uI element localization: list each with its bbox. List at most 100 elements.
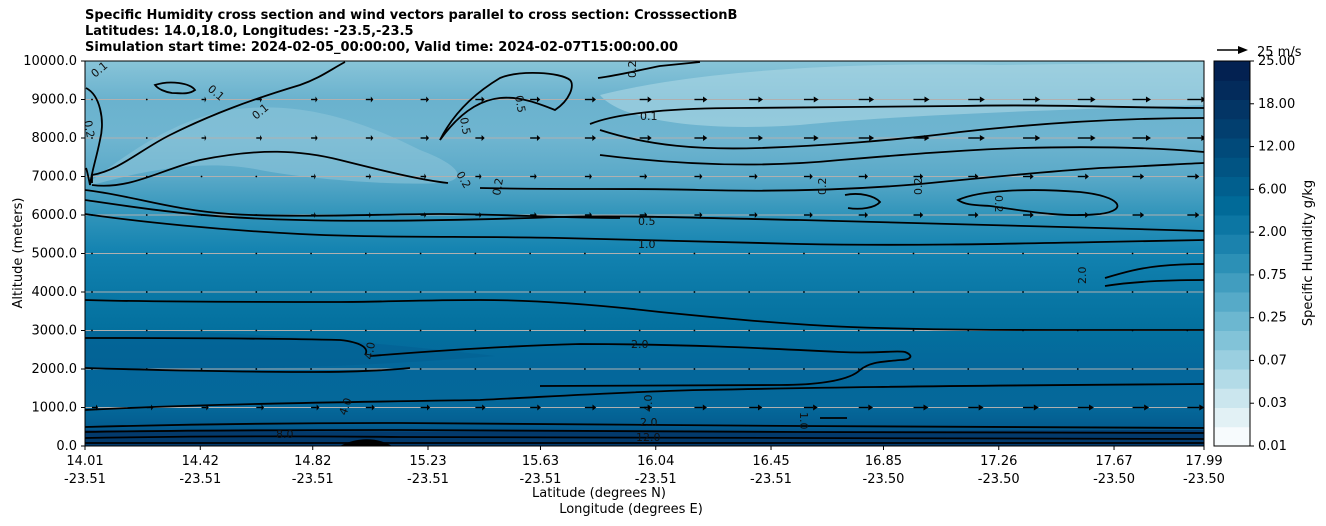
contour-0.5 xyxy=(85,199,1204,232)
wind-vector xyxy=(1132,212,1145,218)
y-tick-label: 3000.0 xyxy=(32,324,78,339)
contour-4.0-lower xyxy=(85,367,411,373)
contour-label: 2.0 xyxy=(1076,267,1089,285)
colorbar-tick-label: 0.01 xyxy=(1258,439,1287,454)
wind-vector xyxy=(365,212,372,218)
wind-vector xyxy=(638,329,641,332)
wind-vector xyxy=(748,291,751,293)
wind-vector xyxy=(639,404,652,411)
x-tick-label-lon: -23.50 xyxy=(863,472,905,487)
contour-label: 0.5 xyxy=(457,116,473,135)
wind-vector xyxy=(858,135,875,141)
colorbar-segment xyxy=(1214,99,1250,120)
colorbar-segment xyxy=(1214,157,1250,177)
wind-vector xyxy=(145,252,148,255)
x-axis: 14.01 -23.51 14.42 -23.51 14.82 -23.51 15.23 -2… xyxy=(64,446,1225,487)
x-tick-label-lon: -23.50 xyxy=(1093,472,1135,487)
wind-vector xyxy=(420,135,429,141)
x-tick-label-lat: 14.01 xyxy=(66,454,103,469)
wind-vector xyxy=(475,212,482,218)
wind-vector xyxy=(803,135,819,141)
colorbar-segment xyxy=(1214,272,1250,293)
colorbar-segment xyxy=(1214,215,1250,235)
colorbar-segment xyxy=(1214,292,1250,312)
colorbar-tick-label: 25.00 xyxy=(1258,54,1295,69)
wind-vector xyxy=(968,135,985,141)
colorbar-tick-label: 2.00 xyxy=(1258,225,1287,240)
colorbar-segment xyxy=(1214,80,1250,100)
wind-vector xyxy=(1022,252,1024,255)
wind-vector xyxy=(913,135,930,141)
wind-vector xyxy=(694,404,708,411)
wind-vector xyxy=(256,404,265,411)
colorbar-segment xyxy=(1214,388,1250,408)
wind-vector xyxy=(145,214,148,216)
contour-label: 0.2 xyxy=(626,61,639,79)
wind-vector xyxy=(91,175,93,178)
contour-label: 12.0 xyxy=(636,431,661,444)
wind-vector xyxy=(91,137,93,139)
wind-vector xyxy=(311,135,318,141)
wind-vector xyxy=(1132,135,1151,141)
wind-vectors xyxy=(91,96,1204,411)
wind-vector xyxy=(968,96,985,103)
x-tick-label-lat: 16.04 xyxy=(637,454,674,469)
colorbar-segment xyxy=(1214,349,1250,370)
wind-vector xyxy=(1023,173,1034,180)
y-tick-label: 1000.0 xyxy=(32,401,78,416)
wind-vector xyxy=(92,404,98,411)
y-tick-label: 9000.0 xyxy=(32,93,78,108)
y-tick-label: 10000.0 xyxy=(23,54,77,69)
colorbar-segment xyxy=(1214,176,1250,197)
wind-vector xyxy=(364,368,367,370)
colorbar-segment xyxy=(1214,61,1250,81)
wind-vector xyxy=(1022,368,1024,370)
wind-vector xyxy=(1022,329,1024,332)
wind-vector xyxy=(419,329,422,332)
wind-vector xyxy=(475,404,486,411)
wind-vector xyxy=(1022,291,1024,293)
colorbar-segment xyxy=(1214,369,1250,389)
wind-vector xyxy=(912,291,915,293)
wind-vector xyxy=(1131,329,1134,332)
wind-vector xyxy=(145,137,148,139)
wind-vector xyxy=(1186,368,1189,370)
wind-vector xyxy=(1077,404,1094,411)
wind-vector xyxy=(1131,291,1134,293)
wind-vector xyxy=(200,368,203,370)
wind-vector xyxy=(91,98,93,101)
wind-vector xyxy=(420,96,429,103)
colorbar-segment xyxy=(1214,330,1250,351)
wind-vector xyxy=(1186,252,1189,255)
wind-vector xyxy=(913,404,929,411)
x-tick-label-lon: -23.51 xyxy=(750,472,792,487)
wind-vector xyxy=(201,96,207,103)
wind-vector xyxy=(420,173,427,180)
wind-vector xyxy=(1076,291,1079,293)
x-tick-label-lon: -23.51 xyxy=(179,472,221,487)
wind-vector xyxy=(255,291,258,293)
contour-2.0-upper-right-2 xyxy=(1104,279,1204,287)
contour-0.1-upper-left xyxy=(91,61,346,183)
wind-vector xyxy=(749,96,763,103)
wind-vector xyxy=(256,96,262,103)
contour-label: 1.0 xyxy=(638,238,656,251)
quiver-key-arrowhead xyxy=(1238,46,1248,54)
y-axis-label: Altitude (meters) xyxy=(11,198,26,309)
contour-0.2-right-lower xyxy=(479,162,1204,192)
wind-vector xyxy=(858,173,869,180)
y-tick-label: 4000.0 xyxy=(32,285,78,300)
wind-vector xyxy=(639,96,652,103)
wind-vector xyxy=(913,212,924,218)
wind-vector xyxy=(145,291,148,293)
wind-vector xyxy=(639,135,652,141)
contour-8.0-surface xyxy=(85,429,1204,434)
title-line-2: Latitudes: 14.0,18.0, Longitudes: -23.5,… xyxy=(85,24,414,39)
wind-vector xyxy=(803,96,819,103)
wind-vector xyxy=(364,329,367,332)
x-tick-label-lat: 15.23 xyxy=(409,454,446,469)
wind-vector xyxy=(858,212,869,218)
wind-vector xyxy=(857,368,860,370)
contour-label: 8.0 xyxy=(276,428,294,441)
